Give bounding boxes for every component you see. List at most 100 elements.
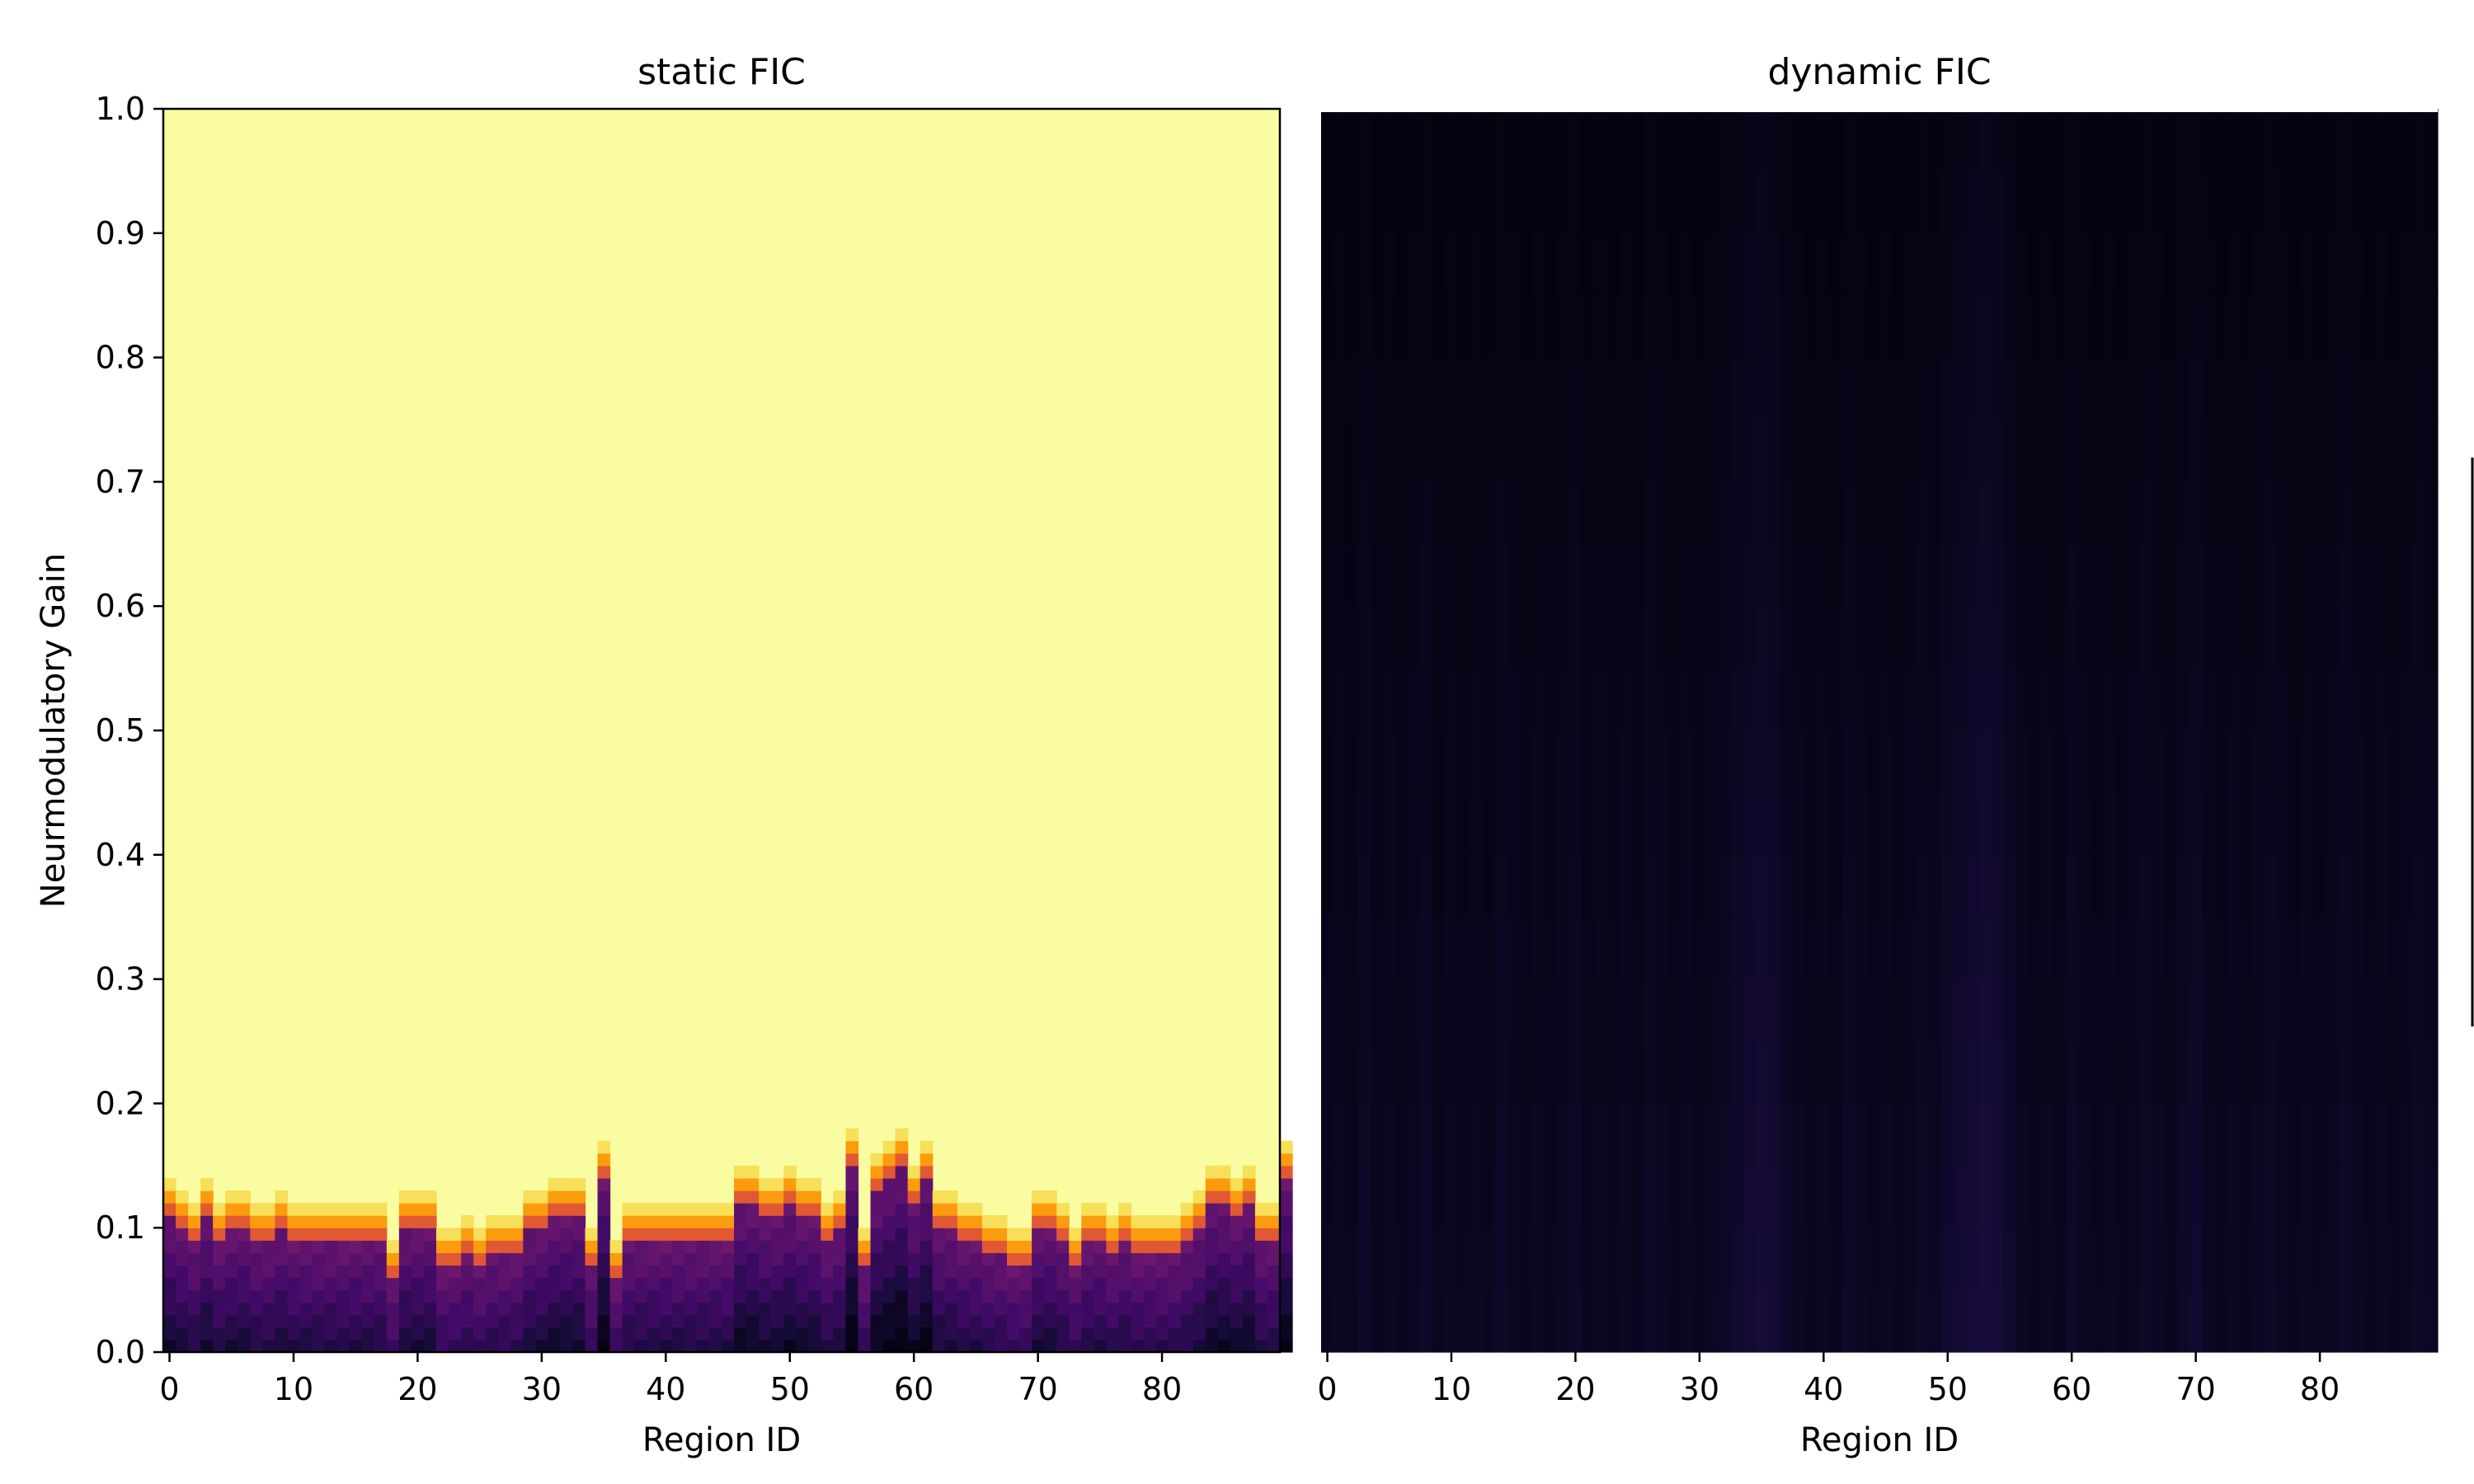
heatmap-cell [2400, 481, 2414, 545]
heatmap-cell [734, 1265, 747, 1279]
heatmap-cell [2139, 854, 2153, 918]
heatmap-cell [1333, 357, 1347, 420]
heatmap-cell [1544, 606, 1558, 669]
heatmap-cell [1333, 109, 1347, 171]
heatmap-cell [2363, 171, 2377, 234]
heatmap-cell [1593, 357, 1607, 420]
heatmap-cell [2412, 979, 2426, 1042]
x-tick-label: 80 [1142, 1371, 1182, 1407]
heatmap-cell [2114, 792, 2128, 856]
heatmap-cell [510, 1215, 524, 1228]
heatmap-cell [1817, 1289, 1831, 1353]
heatmap-cell [2239, 295, 2252, 359]
heatmap-cell [535, 1203, 548, 1216]
heatmap-cell [907, 1289, 921, 1303]
heatmap-cell [2214, 420, 2227, 482]
heatmap-cell [2214, 730, 2227, 793]
heatmap-cell [238, 1265, 251, 1279]
heatmap-cell [1569, 295, 1583, 359]
x-tick-label: 0 [1317, 1371, 1337, 1407]
heatmap-cell [1841, 481, 1856, 545]
heatmap-cell [1978, 1041, 1992, 1104]
heatmap-cell [994, 1339, 1008, 1353]
heatmap-cell [2363, 295, 2377, 359]
heatmap-cell [411, 1327, 425, 1341]
dynamic-fic-panel: dynamic FIC 0 10 20 30 40 50 60 70 80 Region ID [1317, 51, 2439, 1459]
heatmap-cell [2065, 1041, 2079, 1104]
heatmap-cell [1792, 854, 1806, 918]
heatmap-cell [2239, 730, 2252, 793]
heatmap-cell [435, 1302, 449, 1316]
heatmap-cell [200, 1252, 214, 1266]
heatmap-cell [200, 1277, 214, 1291]
heatmap-cell [1854, 979, 1868, 1042]
heatmap-cell [957, 1314, 971, 1328]
heatmap-cell [2375, 854, 2389, 918]
heatmap-cell [1743, 1228, 1757, 1291]
heatmap-cell [895, 1339, 909, 1353]
heatmap-cell [671, 1228, 685, 1241]
heatmap-cell [1242, 1240, 1256, 1253]
heatmap-cell [1143, 1240, 1157, 1253]
heatmap-cell [2326, 1165, 2340, 1228]
heatmap-cell [2003, 792, 2017, 856]
heatmap-cell [386, 1240, 400, 1253]
heatmap-cell [895, 1265, 909, 1279]
heatmap-cell [2015, 1103, 2030, 1167]
heatmap-cell [1656, 854, 1669, 918]
heatmap-cell [907, 1228, 921, 1241]
heatmap-cell [622, 1314, 636, 1328]
heatmap-cell [1792, 792, 1806, 856]
heatmap-cell [1780, 1228, 1794, 1291]
heatmap-cell [1817, 1041, 1831, 1104]
heatmap-cell [957, 1252, 971, 1266]
heatmap-cell [734, 1228, 747, 1241]
heatmap-cell [1192, 1327, 1206, 1341]
heatmap-cell [1631, 420, 1644, 482]
heatmap-cell [1007, 1339, 1020, 1353]
heatmap-cell [647, 1289, 661, 1303]
heatmap-cell [1118, 1203, 1132, 1216]
heatmap-cell [1792, 1103, 1806, 1167]
heatmap-cell [1767, 917, 1781, 980]
heatmap-cell [1445, 979, 1459, 1042]
heatmap-cell [1192, 1302, 1206, 1316]
heatmap-cell [1954, 481, 1967, 545]
heatmap-cell [1346, 917, 1359, 980]
heatmap-cell [1978, 668, 1992, 731]
heatmap-cell [870, 1165, 884, 1179]
heatmap-cell [1395, 232, 1409, 296]
heatmap-cell [2338, 232, 2352, 296]
heatmap-cell [1854, 917, 1868, 980]
heatmap-cell [225, 1265, 238, 1279]
heatmap-cell [1879, 792, 1893, 856]
heatmap-cell [2425, 606, 2439, 669]
heatmap-cell [1205, 1203, 1219, 1216]
heatmap-cell [2350, 232, 2364, 296]
heatmap-cell [1941, 543, 1954, 607]
heatmap-cell [1743, 171, 1757, 234]
heatmap-cell [2177, 792, 2190, 856]
heatmap-cell [1217, 1177, 1231, 1191]
heatmap-cell [510, 1240, 524, 1253]
heatmap-cell [1531, 1103, 1545, 1167]
heatmap-cell [2375, 917, 2389, 980]
heatmap-cell [845, 1289, 859, 1303]
heatmap-cell [1180, 1228, 1194, 1241]
heatmap-cell [2363, 543, 2377, 607]
heatmap-cell [1792, 543, 1806, 607]
heatmap-cell [1866, 171, 1880, 234]
heatmap-cell [1470, 357, 1484, 420]
x-tick-label: 30 [1680, 1371, 1719, 1407]
heatmap-cell [722, 1240, 735, 1253]
heatmap-cell [1280, 1314, 1293, 1328]
heatmap-cell [2114, 606, 2128, 669]
heatmap-cell [2077, 854, 2091, 918]
heatmap-cell [1644, 854, 1657, 918]
heatmap-cell [2139, 171, 2153, 234]
heatmap-cell [1644, 357, 1657, 420]
heatmap-cell [262, 1252, 275, 1266]
heatmap-cell [1767, 606, 1781, 669]
heatmap-cell [188, 1240, 201, 1253]
heatmap-cell [2400, 109, 2414, 171]
